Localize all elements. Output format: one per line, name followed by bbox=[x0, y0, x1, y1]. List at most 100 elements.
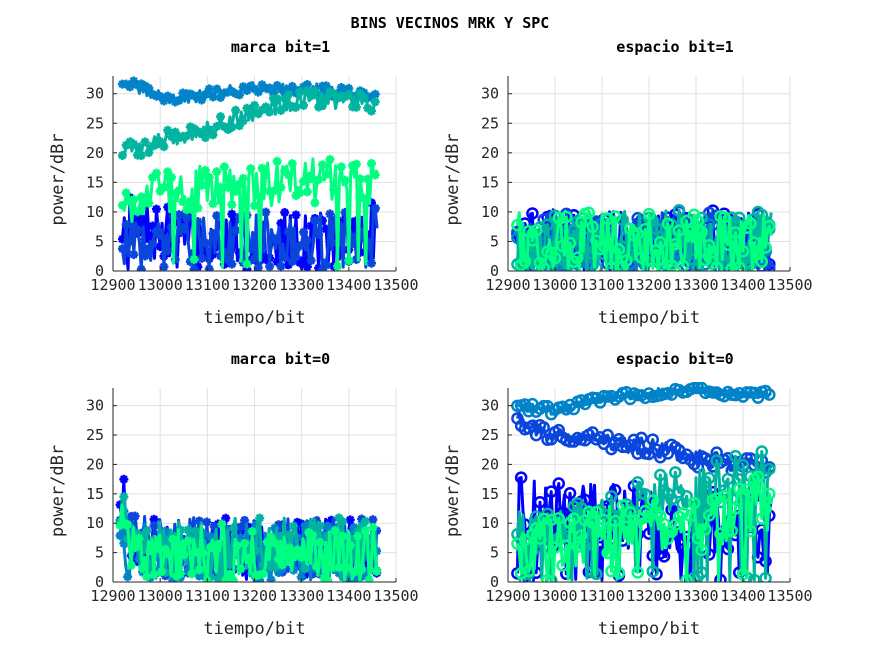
data-point bbox=[575, 529, 588, 542]
data-point bbox=[590, 261, 603, 271]
data-point bbox=[125, 82, 135, 92]
data-point bbox=[175, 569, 185, 579]
data-point bbox=[287, 257, 297, 267]
data-point bbox=[277, 536, 287, 546]
data-point bbox=[680, 214, 693, 228]
data-point bbox=[193, 91, 203, 101]
data-point bbox=[246, 164, 256, 174]
data-point bbox=[163, 125, 173, 135]
data-point bbox=[631, 476, 644, 489]
data-point bbox=[355, 247, 365, 257]
data-point bbox=[223, 255, 233, 265]
chart-title: marca bit=0 bbox=[231, 350, 330, 368]
data-point bbox=[209, 522, 219, 532]
y-axis-label: power/dBr bbox=[48, 445, 68, 537]
data-point bbox=[657, 550, 671, 563]
data-point bbox=[246, 81, 256, 91]
data-point bbox=[306, 256, 316, 266]
data-point bbox=[695, 566, 708, 579]
data-point bbox=[257, 105, 267, 115]
data-point bbox=[187, 569, 197, 579]
chart-marca-bit1: 12900 13000 13100 13200 13300 13400 13500 0 5 10 1… bbox=[48, 38, 419, 328]
data-point bbox=[258, 569, 268, 579]
data-point bbox=[544, 513, 558, 527]
data-point bbox=[246, 244, 256, 254]
data-point bbox=[556, 559, 569, 572]
data-point bbox=[344, 83, 354, 93]
data-point bbox=[145, 560, 155, 570]
data-point bbox=[321, 169, 331, 179]
data-point bbox=[329, 89, 339, 99]
x-tick-label: 13100 bbox=[185, 587, 230, 605]
data-point bbox=[216, 93, 226, 103]
data-point bbox=[345, 540, 355, 550]
y-tick-label: 15 bbox=[481, 173, 499, 191]
data-point bbox=[291, 102, 301, 112]
data-point bbox=[321, 81, 331, 91]
y-tick-label: 15 bbox=[86, 173, 104, 191]
x-tick-label: 13200 bbox=[626, 587, 671, 605]
data-point bbox=[191, 526, 201, 536]
data-point bbox=[227, 259, 237, 269]
data-point bbox=[590, 567, 603, 581]
data-point bbox=[314, 175, 324, 185]
data-point bbox=[665, 259, 678, 271]
data-point bbox=[687, 382, 701, 395]
data-point bbox=[217, 570, 227, 580]
data-point bbox=[699, 253, 712, 267]
data-point bbox=[125, 237, 135, 247]
data-point bbox=[163, 202, 173, 212]
data-point bbox=[115, 520, 125, 530]
data-point bbox=[121, 188, 131, 198]
data-point bbox=[672, 224, 686, 237]
data-point bbox=[238, 258, 248, 268]
data-point bbox=[560, 539, 573, 552]
x-tick-label: 13500 bbox=[373, 276, 418, 294]
data-point bbox=[189, 124, 199, 134]
data-point bbox=[360, 516, 370, 526]
data-point bbox=[170, 255, 180, 265]
x-axis-label: tiempo/bit bbox=[598, 619, 700, 639]
data-point bbox=[276, 261, 286, 271]
data-point bbox=[333, 261, 343, 271]
data-point bbox=[262, 537, 272, 547]
data-point bbox=[601, 546, 614, 560]
data-point bbox=[338, 517, 348, 527]
x-tick-label: 13300 bbox=[279, 276, 324, 294]
x-tick-label: 13300 bbox=[279, 587, 324, 605]
data-point bbox=[130, 557, 140, 567]
y-tick-label: 25 bbox=[481, 426, 499, 444]
data-point bbox=[751, 470, 765, 484]
data-point bbox=[330, 526, 340, 536]
data-point bbox=[272, 94, 282, 104]
data-point bbox=[755, 445, 769, 458]
data-point bbox=[216, 112, 226, 122]
chart-marca-bit0: 12900 13000 13100 13200 13300 13400 13500 0 5 10 1… bbox=[48, 350, 419, 639]
data-point bbox=[345, 515, 355, 525]
data-point bbox=[221, 575, 231, 582]
data-point bbox=[234, 248, 244, 258]
data-point bbox=[684, 509, 697, 523]
data-point bbox=[359, 93, 369, 103]
data-point bbox=[748, 573, 761, 582]
data-point bbox=[253, 263, 263, 271]
data-point bbox=[556, 239, 569, 253]
data-point bbox=[225, 525, 235, 535]
data-point bbox=[306, 221, 316, 231]
data-point bbox=[198, 548, 208, 558]
data-point bbox=[141, 572, 151, 582]
data-point bbox=[368, 522, 378, 532]
data-point bbox=[240, 539, 250, 549]
data-point bbox=[729, 449, 742, 463]
x-tick-label: 13000 bbox=[138, 587, 183, 605]
data-point bbox=[219, 122, 229, 132]
data-point bbox=[295, 241, 305, 251]
data-point bbox=[231, 105, 241, 115]
data-point bbox=[340, 207, 350, 217]
data-point bbox=[755, 208, 769, 222]
data-point bbox=[213, 574, 223, 582]
data-point bbox=[145, 546, 155, 556]
data-point bbox=[281, 564, 291, 574]
data-point bbox=[138, 563, 148, 573]
